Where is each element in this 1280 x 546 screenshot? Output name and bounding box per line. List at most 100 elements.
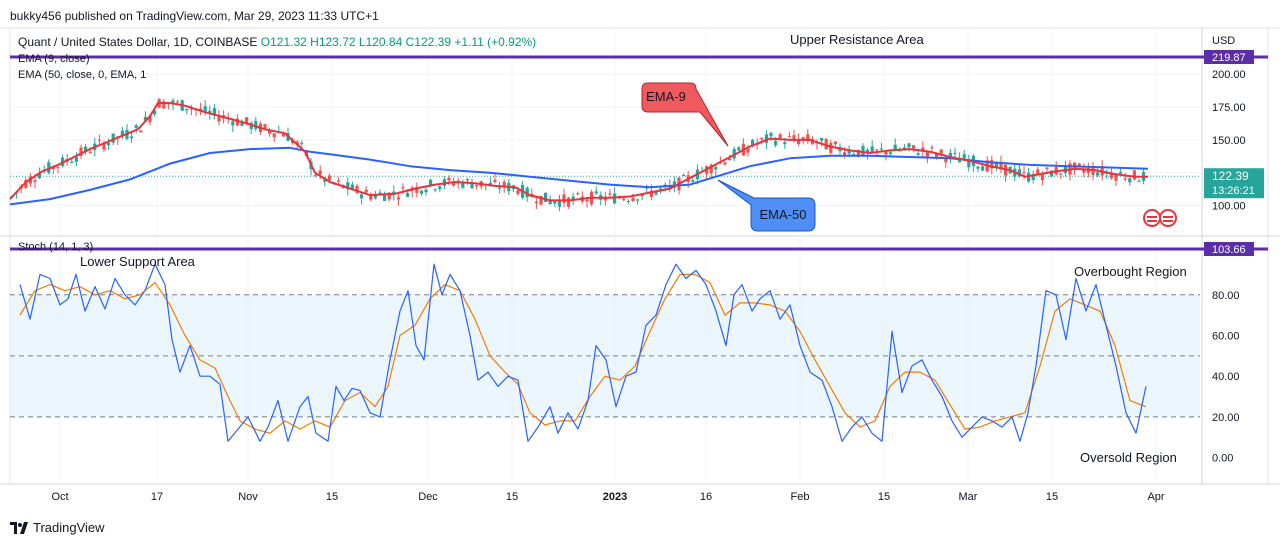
us-flag-stripe bbox=[1163, 216, 1173, 218]
candle-body bbox=[1123, 178, 1127, 180]
current-price-tag bbox=[1204, 168, 1264, 199]
candle-body bbox=[240, 121, 244, 126]
candle-body bbox=[709, 164, 713, 174]
candle-body bbox=[728, 158, 732, 161]
footer-brand[interactable]: TradingView bbox=[10, 520, 105, 535]
candle-body bbox=[948, 152, 952, 158]
ema-lines bbox=[9, 102, 1149, 206]
close-value: C122.39 bbox=[405, 35, 451, 49]
candle-body bbox=[327, 175, 331, 181]
candle-body bbox=[594, 191, 598, 194]
time-tick-label: Mar bbox=[959, 491, 978, 503]
candle-body bbox=[217, 116, 221, 122]
candle-body bbox=[751, 139, 755, 147]
currency-label: USD bbox=[1212, 35, 1235, 47]
candle-body bbox=[79, 147, 83, 156]
candle-body bbox=[212, 108, 216, 115]
stoch-band-region bbox=[10, 294, 1200, 418]
candle-body bbox=[373, 194, 377, 199]
candle-body bbox=[659, 188, 663, 190]
candle-body bbox=[38, 173, 42, 179]
candle-body bbox=[378, 192, 382, 194]
candle-body bbox=[452, 182, 456, 186]
time-tick-label: 15 bbox=[506, 491, 518, 503]
candle-body bbox=[585, 199, 589, 202]
time-tick-label: Nov bbox=[238, 491, 258, 503]
candle-body bbox=[737, 147, 741, 151]
candle-body bbox=[396, 197, 400, 200]
candle-body bbox=[1036, 169, 1040, 175]
ema9-legend[interactable]: EMA (9, close) bbox=[18, 53, 90, 65]
ema50-line bbox=[9, 146, 1149, 206]
candle-body bbox=[24, 180, 28, 188]
time-tick-label: 17 bbox=[151, 491, 163, 503]
time-tick-label: 15 bbox=[326, 491, 338, 503]
candle-body bbox=[493, 179, 497, 183]
candle-body bbox=[189, 108, 193, 110]
time-tick-label: 2023 bbox=[603, 491, 627, 503]
symbol-name: Quant / United States Dollar, 1D, COINBA… bbox=[18, 35, 258, 49]
ema50-legend[interactable]: EMA (50, close, 0, EMA, 1 bbox=[18, 69, 147, 81]
candle-body bbox=[732, 148, 736, 159]
support-price-tag bbox=[1204, 242, 1254, 256]
candle-body bbox=[111, 133, 115, 143]
stoch-lines bbox=[19, 263, 1147, 442]
price-tick-label: 150.00 bbox=[1212, 135, 1246, 147]
candle-body bbox=[544, 192, 548, 202]
candle-body bbox=[1096, 172, 1100, 176]
candle-body bbox=[516, 190, 520, 195]
candle-body bbox=[415, 186, 419, 193]
candle-body bbox=[958, 158, 962, 163]
symbol-header: Quant / United States Dollar, 1D, COINBA… bbox=[18, 35, 536, 49]
candle-body bbox=[769, 132, 773, 137]
time-tick-label: Oct bbox=[51, 491, 68, 503]
candle-body bbox=[548, 199, 552, 205]
price-and-time-axes: USD100.00125.00150.00175.00200.00219.871… bbox=[51, 35, 1264, 503]
candle-body bbox=[433, 189, 437, 191]
candle-body bbox=[783, 142, 787, 145]
high-value: H123.72 bbox=[310, 35, 356, 49]
price-tick-label: 175.00 bbox=[1212, 102, 1246, 114]
us-flag-stripe bbox=[1147, 216, 1157, 218]
candle-body bbox=[654, 191, 658, 195]
candle-body bbox=[999, 161, 1003, 170]
candle-body bbox=[438, 186, 442, 190]
resistance-price-text: 219.87 bbox=[1212, 52, 1246, 64]
candle-body bbox=[723, 162, 727, 165]
candle-body bbox=[74, 156, 78, 162]
stoch-legend[interactable]: Stoch (14, 1, 3) bbox=[18, 241, 94, 253]
us-flag-stripe bbox=[1147, 220, 1157, 222]
us-flag-stripe bbox=[1163, 220, 1173, 222]
ema9-callout-shape bbox=[641, 82, 729, 147]
candle-body bbox=[364, 189, 368, 193]
candle-body bbox=[764, 134, 768, 143]
candle-body bbox=[355, 185, 359, 193]
candle-body bbox=[1119, 172, 1123, 174]
candle-body bbox=[318, 170, 322, 175]
candle-body bbox=[843, 152, 847, 156]
candle-body bbox=[875, 149, 879, 151]
candle-body bbox=[70, 161, 74, 163]
candle-body bbox=[102, 142, 106, 150]
time-tick-label: Dec bbox=[418, 491, 438, 503]
candle-body bbox=[907, 143, 911, 148]
candle-body bbox=[268, 130, 272, 134]
candle-body bbox=[346, 182, 350, 190]
candle-body bbox=[1050, 170, 1054, 177]
candle-body bbox=[1031, 174, 1035, 180]
candle-body bbox=[981, 166, 985, 171]
candle-body bbox=[801, 137, 805, 140]
candle-body bbox=[806, 134, 810, 142]
candle-body bbox=[231, 121, 235, 126]
candle-body bbox=[1040, 174, 1044, 181]
candle-body bbox=[429, 179, 433, 186]
candle-body bbox=[465, 179, 469, 181]
candle-body bbox=[263, 124, 267, 129]
open-value: O121.32 bbox=[260, 35, 307, 49]
candle-body bbox=[401, 187, 405, 189]
candle-body bbox=[84, 146, 88, 153]
candle-body bbox=[672, 181, 676, 188]
candle-body bbox=[461, 182, 465, 188]
candle-body bbox=[1027, 172, 1031, 182]
